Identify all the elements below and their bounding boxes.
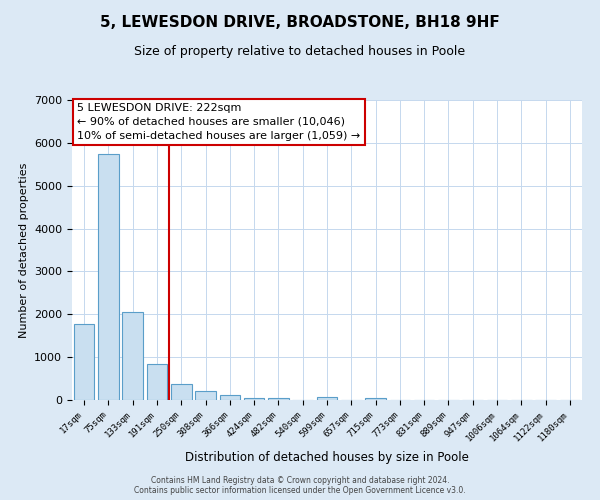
Y-axis label: Number of detached properties: Number of detached properties <box>19 162 29 338</box>
Bar <box>98 154 119 400</box>
Bar <box>122 312 143 400</box>
Text: 5, LEWESDON DRIVE, BROADSTONE, BH18 9HF: 5, LEWESDON DRIVE, BROADSTONE, BH18 9HF <box>100 15 500 30</box>
Text: Contains HM Land Registry data © Crown copyright and database right 2024.: Contains HM Land Registry data © Crown c… <box>151 476 449 485</box>
Text: Contains public sector information licensed under the Open Government Licence v3: Contains public sector information licen… <box>134 486 466 495</box>
Bar <box>74 324 94 400</box>
Text: 5 LEWESDON DRIVE: 222sqm
← 90% of detached houses are smaller (10,046)
10% of se: 5 LEWESDON DRIVE: 222sqm ← 90% of detach… <box>77 103 361 141</box>
Bar <box>171 384 191 400</box>
Bar <box>365 398 386 400</box>
Bar <box>146 364 167 400</box>
Bar <box>268 398 289 400</box>
Text: Size of property relative to detached houses in Poole: Size of property relative to detached ho… <box>134 45 466 58</box>
Bar <box>244 398 265 400</box>
X-axis label: Distribution of detached houses by size in Poole: Distribution of detached houses by size … <box>185 451 469 464</box>
Bar <box>220 396 240 400</box>
Bar <box>317 398 337 400</box>
Bar <box>195 390 216 400</box>
